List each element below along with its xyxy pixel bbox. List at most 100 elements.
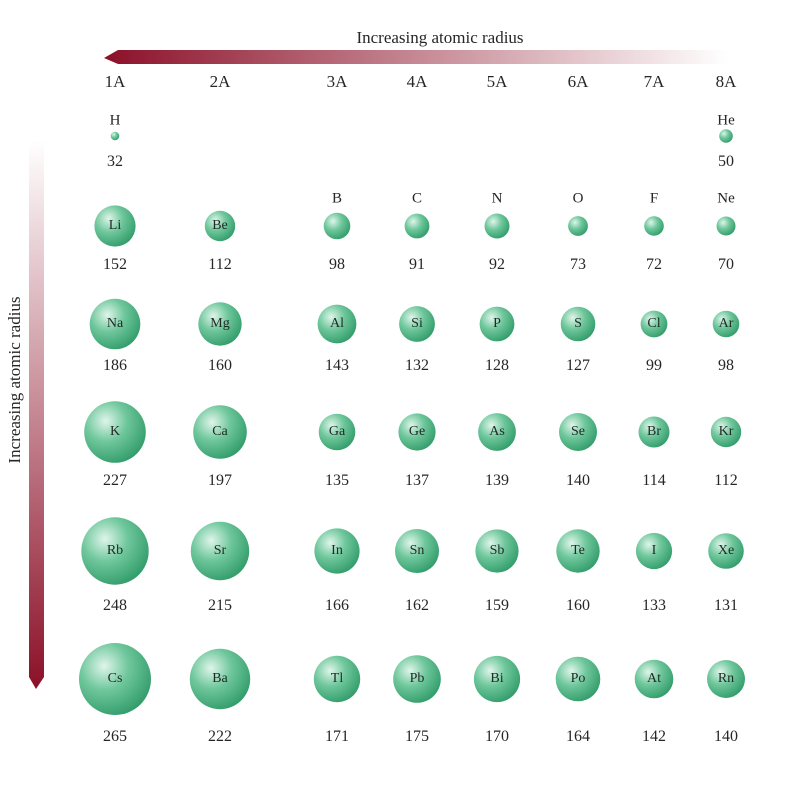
sphere-k [84, 401, 146, 463]
element-symbol-rn: Rn [717, 671, 735, 686]
element-radius-ar: 98 [718, 357, 734, 374]
sphere-i [635, 532, 673, 570]
element-symbol-ba: Ba [212, 671, 228, 686]
element-symbol-p: P [493, 316, 501, 331]
element-radius-as: 139 [485, 472, 509, 489]
element-symbol-rb: Rb [106, 543, 124, 558]
element-symbol-br: Br [647, 424, 661, 439]
element-radius-f: 72 [646, 256, 662, 273]
sphere-h [110, 131, 120, 141]
element-radius-bi: 170 [485, 728, 509, 745]
element-radius-in: 166 [325, 597, 349, 614]
sphere-mg [198, 302, 242, 346]
element-symbol-cs: Cs [107, 671, 123, 686]
element-symbol-ne: Ne [717, 190, 735, 207]
element-radius-mg: 160 [208, 357, 232, 374]
element-radius-at: 142 [642, 728, 666, 745]
sphere-b [323, 212, 351, 240]
sphere-n [484, 213, 510, 239]
sphere-c [404, 213, 430, 239]
sphere-cs [79, 643, 151, 715]
element-symbol-te: Te [571, 543, 585, 558]
sphere-f [644, 216, 664, 236]
sphere-rn [707, 660, 745, 698]
element-radius-si: 132 [405, 357, 429, 374]
sphere-te [556, 529, 600, 573]
sphere-be [204, 210, 236, 242]
sphere-ar [712, 310, 740, 338]
sphere-pb [393, 655, 441, 703]
element-symbol-po: Po [570, 671, 586, 686]
sphere-ga [318, 413, 356, 451]
element-symbol-se: Se [571, 424, 585, 439]
element-radius-s: 127 [566, 357, 590, 374]
element-symbol-na: Na [106, 316, 124, 331]
group-header-3a: 3A [326, 72, 348, 91]
element-radius-sn: 162 [405, 597, 429, 614]
element-symbol-tl: Tl [330, 671, 344, 686]
element-radius-cl: 99 [646, 357, 662, 374]
element-symbol-at: At [647, 671, 661, 686]
sphere-sb [475, 529, 519, 573]
sphere-tl [313, 655, 361, 703]
sphere-ca [193, 405, 247, 459]
element-symbol-bi: Bi [490, 671, 504, 686]
element-symbol-o: O [572, 190, 584, 207]
sphere-li [94, 205, 136, 247]
sphere-kr [710, 416, 742, 448]
sphere-cl [640, 310, 668, 338]
element-symbol-sn: Sn [409, 543, 425, 558]
element-radius-al: 143 [325, 357, 349, 374]
element-symbol-mg: Mg [210, 316, 230, 331]
element-symbol-xe: Xe [717, 543, 735, 558]
sphere-br [638, 416, 670, 448]
element-radius-ca: 197 [208, 472, 232, 489]
element-radius-ge: 137 [405, 472, 429, 489]
element-radius-po: 164 [566, 728, 590, 745]
element-symbol-li: Li [108, 218, 122, 233]
sphere-sn [395, 529, 439, 573]
sphere-se [559, 413, 597, 451]
element-radius-rb: 248 [103, 597, 127, 614]
group-header-1a: 1A [104, 72, 126, 91]
group-header-4a: 4A [406, 72, 428, 91]
element-symbol-ar: Ar [718, 316, 734, 331]
sphere-xe [708, 533, 744, 569]
sphere-he [719, 129, 733, 143]
element-radius-cs: 265 [103, 728, 127, 745]
element-radius-na: 186 [103, 357, 127, 374]
group-header-2a: 2A [209, 72, 231, 91]
sphere-p [479, 306, 515, 342]
element-radius-pb: 175 [405, 728, 429, 745]
element-symbol-he: He [717, 112, 735, 129]
sphere-na [89, 298, 141, 350]
element-radius-b: 98 [329, 256, 345, 273]
element-radius-he: 50 [718, 153, 734, 170]
element-radius-rn: 140 [714, 728, 738, 745]
element-symbol-s: S [574, 316, 582, 331]
element-radius-tl: 171 [325, 728, 349, 745]
sphere-si [399, 306, 435, 342]
sphere-al [317, 304, 357, 344]
group-header-8a: 8A [715, 72, 737, 91]
element-symbol-c: C [411, 190, 423, 207]
element-radius-br: 114 [642, 472, 666, 489]
element-symbol-as: As [489, 424, 505, 439]
sphere-in [314, 528, 360, 574]
element-symbol-cl: Cl [647, 316, 661, 331]
element-symbol-pb: Pb [409, 671, 425, 686]
element-radius-se: 140 [566, 472, 590, 489]
element-symbol-h: H [109, 112, 121, 129]
element-symbol-sr: Sr [213, 543, 227, 558]
sphere-o [568, 216, 588, 236]
element-symbol-i: I [651, 543, 657, 558]
element-radius-li: 152 [103, 256, 127, 273]
sphere-bi [473, 655, 521, 703]
sphere-ne [716, 216, 736, 236]
element-symbol-k: K [109, 424, 121, 439]
element-radius-be: 112 [208, 256, 232, 273]
element-spheres [79, 129, 745, 715]
sphere-rb [81, 517, 149, 585]
group-header-7a: 7A [643, 72, 665, 91]
